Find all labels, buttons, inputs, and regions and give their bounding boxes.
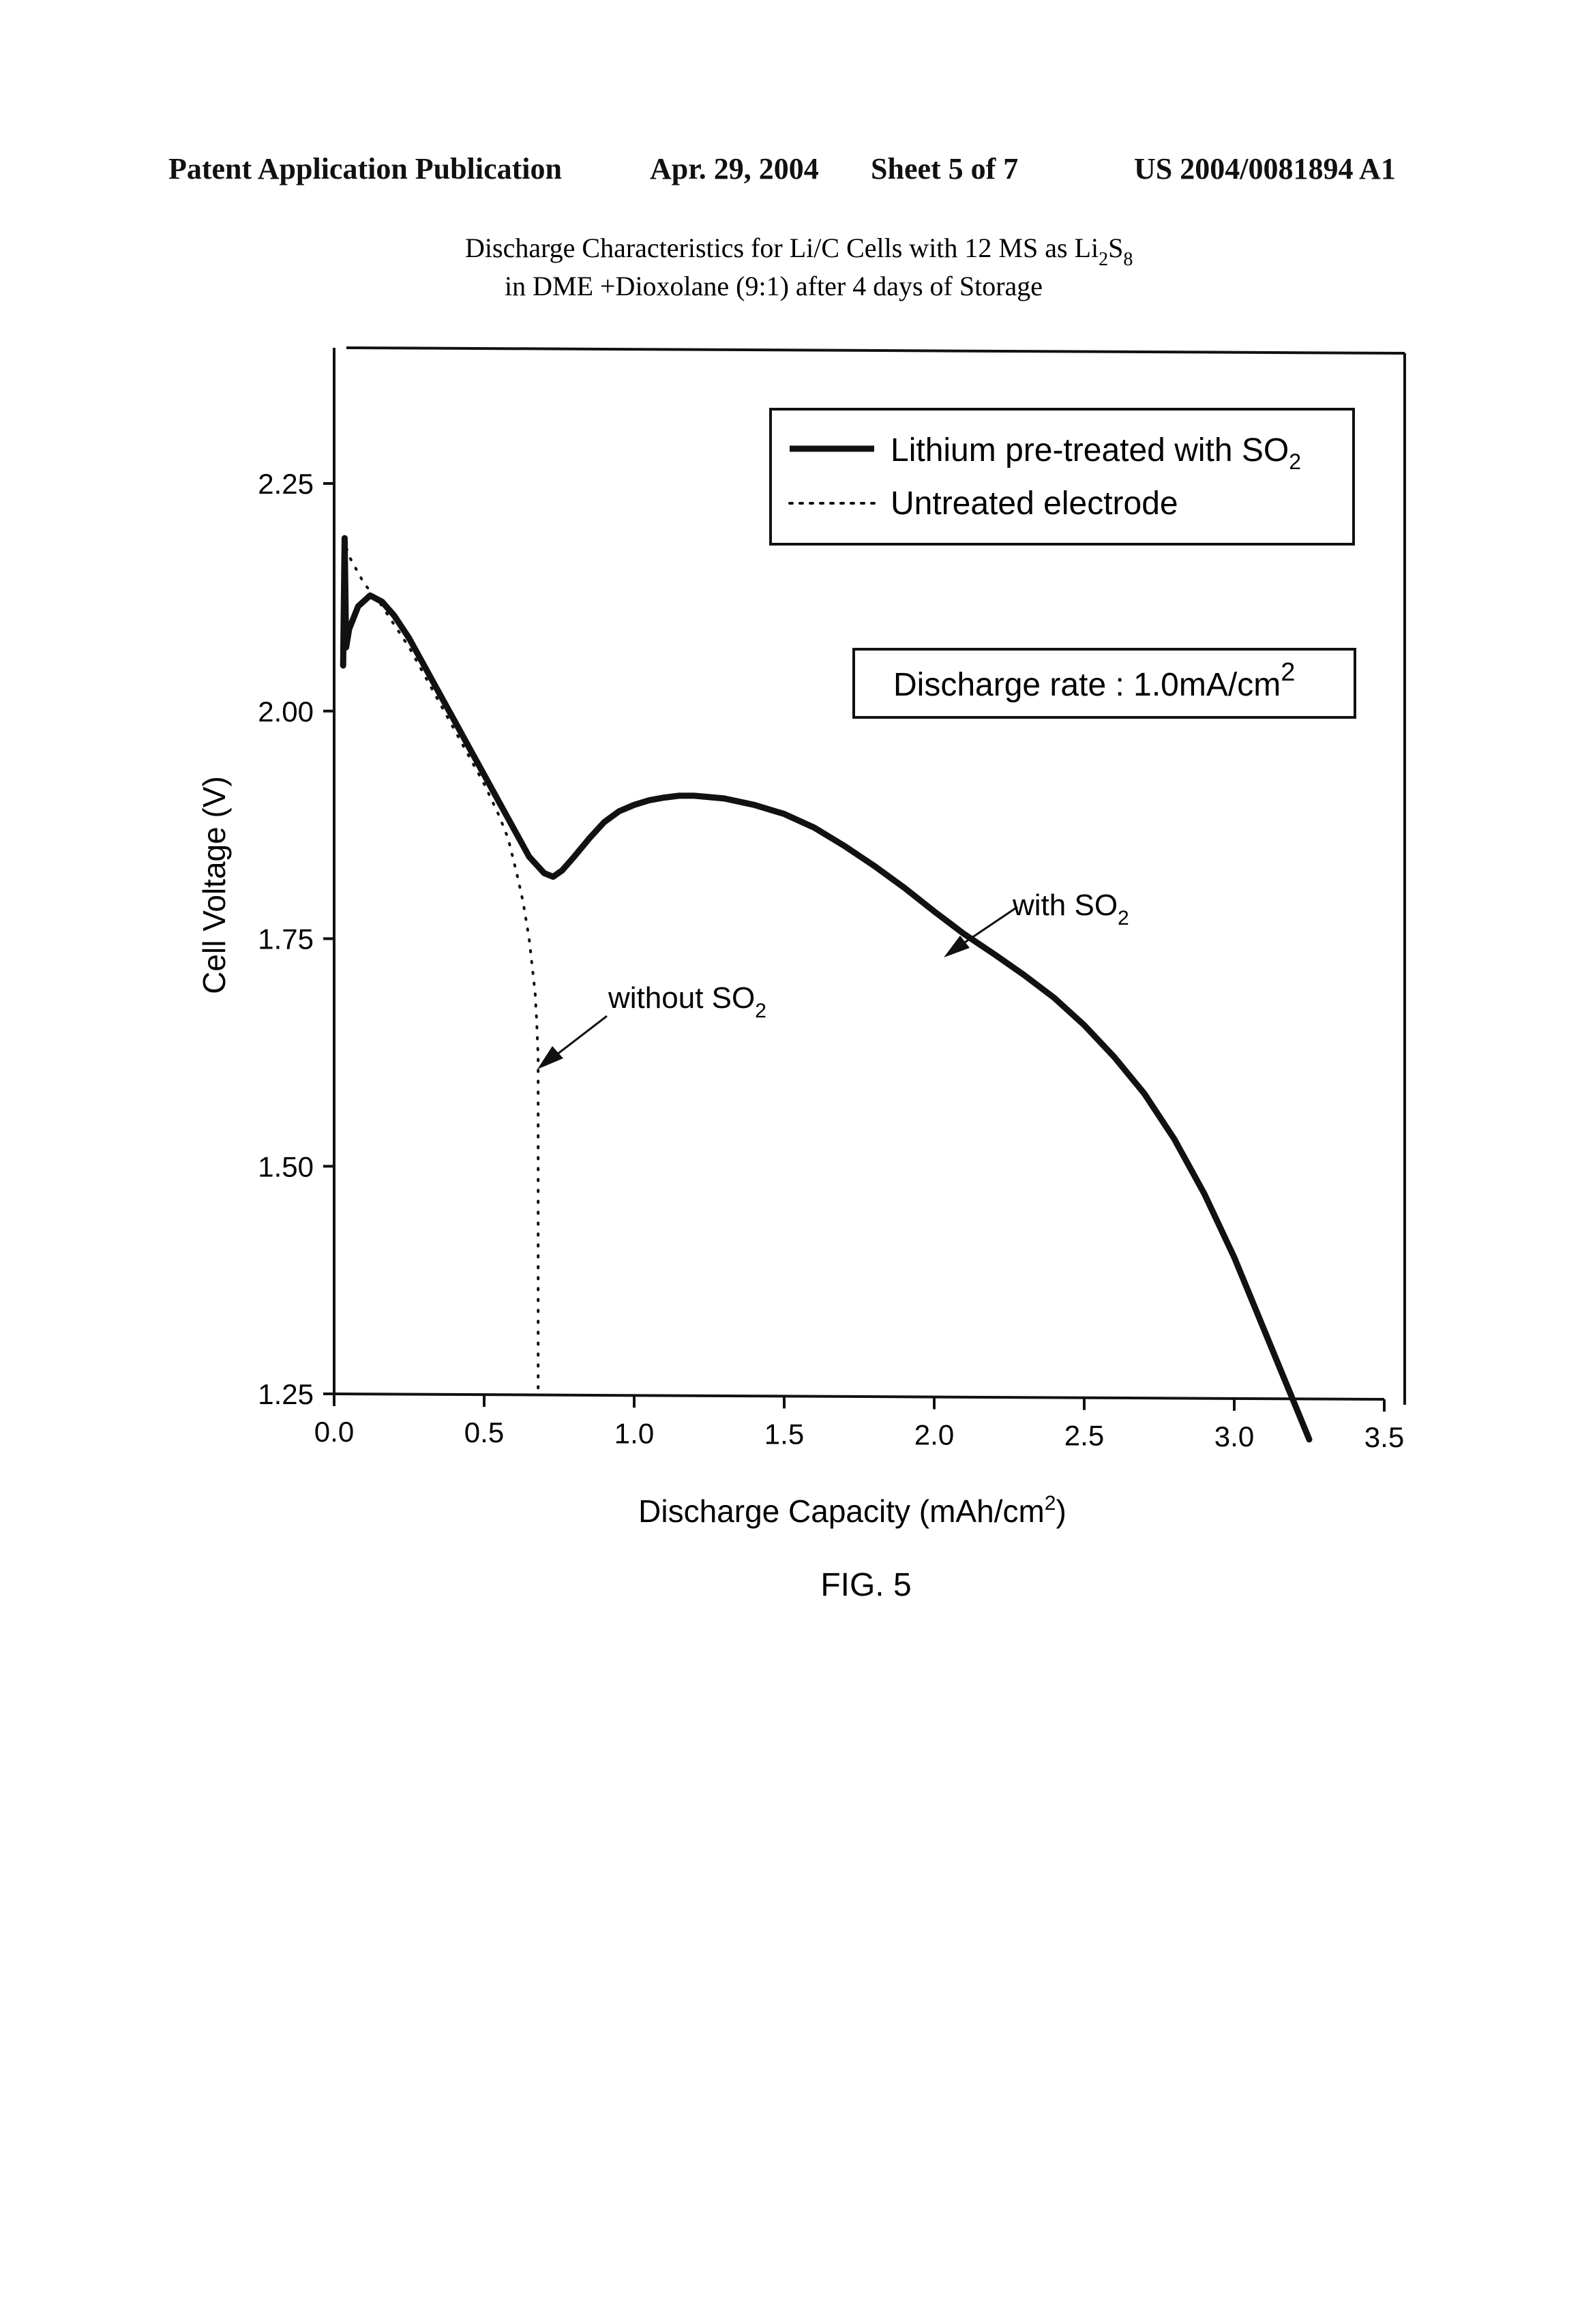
x-tick-label: 1.5 (764, 1418, 804, 1450)
legend-entry-treated-sub: 2 (1289, 449, 1301, 474)
y-ticks: 1.25 1.50 1.75 2.00 2.25 (258, 468, 334, 1410)
x-tick-label: 0.5 (464, 1416, 504, 1448)
without-so2-text: without SO (608, 981, 755, 1015)
annotation-with-so2: with SO2 (944, 889, 1129, 957)
with-so2-label: with SO2 (1012, 889, 1129, 929)
y-tick-label: 1.50 (258, 1150, 314, 1182)
discharge-rate-sup: 2 (1281, 658, 1295, 687)
without-so2-label: without SO2 (608, 981, 766, 1022)
x-tick-label: 2.0 (914, 1419, 954, 1451)
chart-title-line2: in DME +Dioxolane (9:1) after 4 days of … (505, 271, 1043, 301)
chart-title-line1: Discharge Characteristics for Li/C Cells… (465, 233, 1133, 270)
x-axis-line (334, 1394, 1384, 1399)
legend: Lithium pre-treated with SO2 Untreated e… (771, 409, 1354, 544)
chart-title-sub2: 8 (1123, 249, 1133, 270)
legend-entry-treated-text: Lithium pre-treated with SO (891, 432, 1289, 468)
without-so2-arrowhead (537, 1046, 563, 1069)
series-untreated-line (343, 538, 538, 1394)
x-axis-label-text: Discharge Capacity (mAh/cm (638, 1493, 1045, 1529)
y-axis-label: Cell Voltage (V) (196, 776, 232, 994)
x-tick-label: 3.0 (1214, 1420, 1254, 1452)
x-axis-label: Discharge Capacity (mAh/cm2) (638, 1492, 1066, 1529)
figure-label: FIG. 5 (820, 1567, 911, 1603)
frame-top (346, 348, 1405, 353)
y-tick-label: 2.25 (258, 468, 314, 500)
with-so2-text: with SO (1012, 889, 1118, 922)
y-tick-label: 2.00 (258, 696, 314, 728)
chart-title-text: Discharge Characteristics for Li/C Cells… (465, 233, 1099, 263)
x-tick-label: 1.0 (614, 1417, 654, 1449)
x-tick-label: 2.5 (1064, 1420, 1104, 1452)
legend-entry-untreated: Untreated electrode (891, 486, 1178, 522)
with-so2-sub: 2 (1118, 907, 1129, 929)
y-tick-label: 1.75 (258, 923, 314, 955)
legend-frame (771, 409, 1354, 544)
x-ticks: 0.0 0.5 1.0 1.5 2.0 2.5 3.0 3.5 (314, 1394, 1404, 1453)
x-tick-label: 0.0 (314, 1416, 354, 1448)
with-so2-arrowhead (944, 936, 970, 957)
x-axis-label-sup: 2 (1045, 1492, 1056, 1515)
x-axis-label-end: ) (1056, 1493, 1066, 1529)
chart-title-sub1: 2 (1099, 249, 1108, 270)
discharge-rate-text: Discharge rate : 1.0mA/cm (893, 667, 1281, 703)
legend-entry-treated: Lithium pre-treated with SO2 (891, 432, 1301, 474)
discharge-rate-box: Discharge rate : 1.0mA/cm2 (854, 649, 1355, 717)
annotation-without-so2: without SO2 (537, 981, 766, 1069)
without-so2-sub: 2 (755, 1000, 766, 1022)
x-tick-label: 3.5 (1364, 1421, 1404, 1453)
chart-title-mid: S (1108, 233, 1123, 263)
y-tick-label: 1.25 (258, 1378, 314, 1410)
